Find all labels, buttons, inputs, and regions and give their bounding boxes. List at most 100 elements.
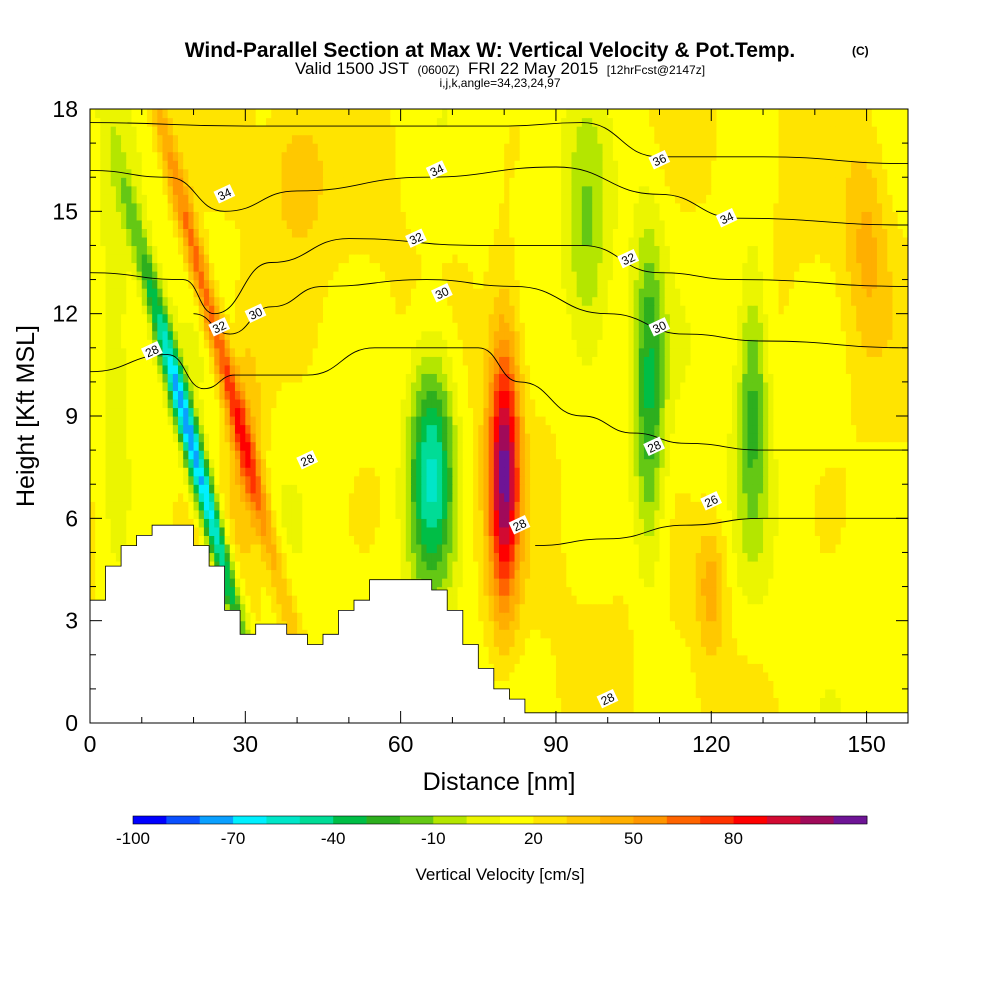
velocity-cell bbox=[897, 543, 904, 554]
velocity-cell bbox=[763, 697, 769, 707]
velocity-cell bbox=[892, 518, 899, 528]
velocity-cell bbox=[581, 458, 588, 468]
velocity-cell bbox=[333, 467, 340, 477]
velocity-cell bbox=[540, 458, 547, 468]
velocity-cell bbox=[768, 501, 774, 511]
velocity-cell bbox=[131, 526, 138, 536]
velocity-cell bbox=[581, 569, 588, 579]
velocity-cell bbox=[374, 450, 381, 460]
velocity-cell bbox=[436, 458, 443, 468]
velocity-cell bbox=[322, 586, 329, 596]
velocity-cell bbox=[540, 646, 547, 656]
velocity-cell bbox=[747, 629, 754, 639]
velocity-cell bbox=[882, 492, 888, 502]
velocity-cell bbox=[757, 501, 764, 511]
velocity-cell bbox=[550, 458, 557, 468]
velocity-cell bbox=[219, 560, 226, 571]
velocity-cell bbox=[597, 629, 604, 639]
velocity-cell bbox=[576, 526, 583, 536]
velocity-cell bbox=[276, 501, 283, 511]
velocity-cell bbox=[680, 458, 686, 468]
velocity-cell bbox=[95, 501, 101, 511]
velocity-cell bbox=[540, 705, 547, 716]
velocity-cell bbox=[152, 501, 158, 511]
velocity-cell bbox=[338, 526, 345, 536]
velocity-cell bbox=[307, 560, 314, 571]
velocity-cell bbox=[400, 501, 407, 511]
velocity-cell bbox=[669, 688, 676, 699]
velocity-cell bbox=[840, 475, 847, 485]
velocity-cell bbox=[524, 560, 531, 571]
velocity-cell bbox=[307, 629, 314, 639]
velocity-cell bbox=[276, 569, 283, 579]
velocity-cell bbox=[638, 560, 645, 571]
velocity-cell bbox=[240, 526, 246, 536]
velocity-cell bbox=[763, 492, 769, 502]
velocity-cell bbox=[100, 535, 107, 545]
velocity-cell bbox=[245, 492, 252, 502]
velocity-cell bbox=[214, 560, 221, 571]
velocity-cell bbox=[830, 552, 837, 562]
velocity-cell bbox=[519, 612, 526, 622]
velocity-cell bbox=[224, 586, 231, 596]
velocity-cell bbox=[524, 612, 531, 622]
velocity-cell bbox=[250, 509, 257, 519]
velocity-cell bbox=[493, 654, 500, 664]
velocity-cell bbox=[882, 595, 888, 605]
velocity-cell bbox=[659, 492, 666, 502]
velocity-cell bbox=[333, 552, 340, 562]
velocity-cell bbox=[499, 671, 505, 681]
velocity-cell bbox=[882, 697, 888, 707]
velocity-cell bbox=[840, 620, 847, 630]
velocity-cell bbox=[509, 586, 516, 596]
velocity-cell bbox=[550, 620, 557, 630]
velocity-cell bbox=[747, 705, 754, 716]
velocity-cell bbox=[649, 458, 655, 468]
velocity-cell bbox=[612, 646, 619, 656]
velocity-cell bbox=[856, 680, 863, 690]
velocity-cell bbox=[887, 475, 894, 485]
velocity-cell bbox=[410, 509, 417, 519]
velocity-cell bbox=[835, 518, 842, 528]
velocity-cell bbox=[840, 509, 847, 519]
velocity-cell bbox=[851, 654, 857, 664]
velocity-cell bbox=[835, 543, 842, 554]
velocity-cell bbox=[105, 467, 112, 477]
velocity-cell bbox=[700, 637, 707, 647]
velocity-cell bbox=[436, 578, 443, 588]
velocity-cell bbox=[607, 578, 614, 588]
velocity-cell bbox=[255, 492, 262, 502]
velocity-cell bbox=[193, 518, 200, 528]
velocity-cell bbox=[390, 535, 397, 545]
velocity-cell bbox=[773, 458, 780, 468]
velocity-cell bbox=[669, 501, 676, 511]
velocity-cell bbox=[669, 543, 676, 554]
velocity-cell bbox=[649, 492, 655, 502]
velocity-cell bbox=[436, 475, 443, 485]
velocity-cell bbox=[504, 509, 510, 519]
velocity-cell bbox=[483, 467, 490, 477]
velocity-cell bbox=[302, 560, 309, 571]
velocity-cell bbox=[814, 688, 821, 699]
velocity-cell bbox=[659, 680, 666, 690]
velocity-cell bbox=[892, 484, 899, 494]
velocity-cell bbox=[763, 612, 769, 622]
velocity-cell bbox=[530, 492, 536, 502]
velocity-cell bbox=[431, 492, 438, 502]
velocity-cell bbox=[742, 603, 749, 613]
velocity-cell bbox=[462, 518, 469, 528]
velocity-cell bbox=[359, 560, 365, 571]
velocity-cell bbox=[431, 450, 438, 460]
velocity-cell bbox=[618, 654, 624, 664]
velocity-cell bbox=[317, 578, 324, 588]
velocity-cell bbox=[731, 680, 738, 690]
velocity-cell bbox=[421, 552, 428, 562]
velocity-cell bbox=[747, 612, 754, 622]
velocity-cell bbox=[115, 501, 122, 511]
velocity-cell bbox=[297, 450, 303, 460]
velocity-cell bbox=[845, 569, 852, 579]
velocity-cell bbox=[737, 603, 743, 613]
velocity-cell bbox=[835, 646, 842, 656]
velocity-cell bbox=[442, 543, 448, 554]
velocity-cell bbox=[167, 458, 174, 468]
